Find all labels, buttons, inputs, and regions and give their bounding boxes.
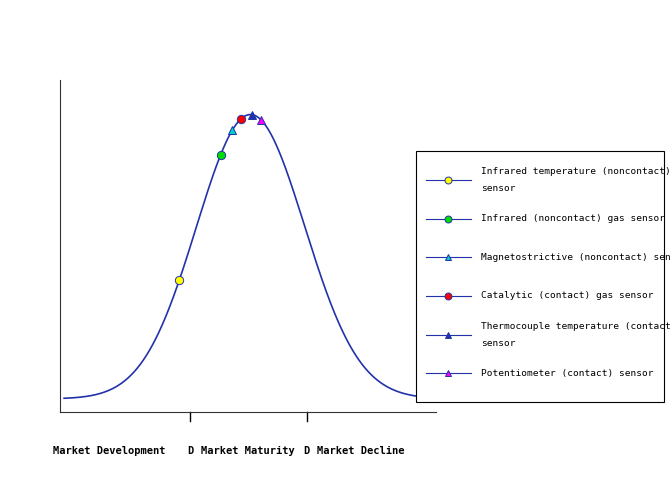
Text: sensor: sensor: [480, 184, 515, 193]
Text: Market Decline: Market Decline: [317, 446, 405, 456]
Text: Contact vs. Noncontact Sensor Markets: Market Age  (North America), 2000: Contact vs. Noncontact Sensor Markets: M…: [79, 44, 592, 57]
Text: D: D: [303, 446, 309, 456]
Text: sensor: sensor: [480, 339, 515, 348]
Text: Market Development: Market Development: [53, 446, 166, 456]
Text: Market Maturity: Market Maturity: [201, 446, 295, 456]
Text: Source: Frost & Sullivan: Source: Frost & Sullivan: [489, 485, 651, 495]
Text: Thermocouple temperature (contact): Thermocouple temperature (contact): [480, 322, 671, 330]
Text: Potentiometer (contact) sensor: Potentiometer (contact) sensor: [480, 369, 653, 378]
Text: Catalytic (contact) gas sensor: Catalytic (contact) gas sensor: [480, 292, 653, 300]
Text: D: D: [187, 446, 193, 456]
Text: Infrared temperature (noncontact): Infrared temperature (noncontact): [480, 167, 670, 176]
Text: Infrared (noncontact) gas sensor: Infrared (noncontact) gas sensor: [480, 214, 664, 223]
Text: Magnetostrictive (noncontact) sensor: Magnetostrictive (noncontact) sensor: [480, 253, 671, 262]
Text: Chart 1: Chart 1: [306, 14, 365, 27]
